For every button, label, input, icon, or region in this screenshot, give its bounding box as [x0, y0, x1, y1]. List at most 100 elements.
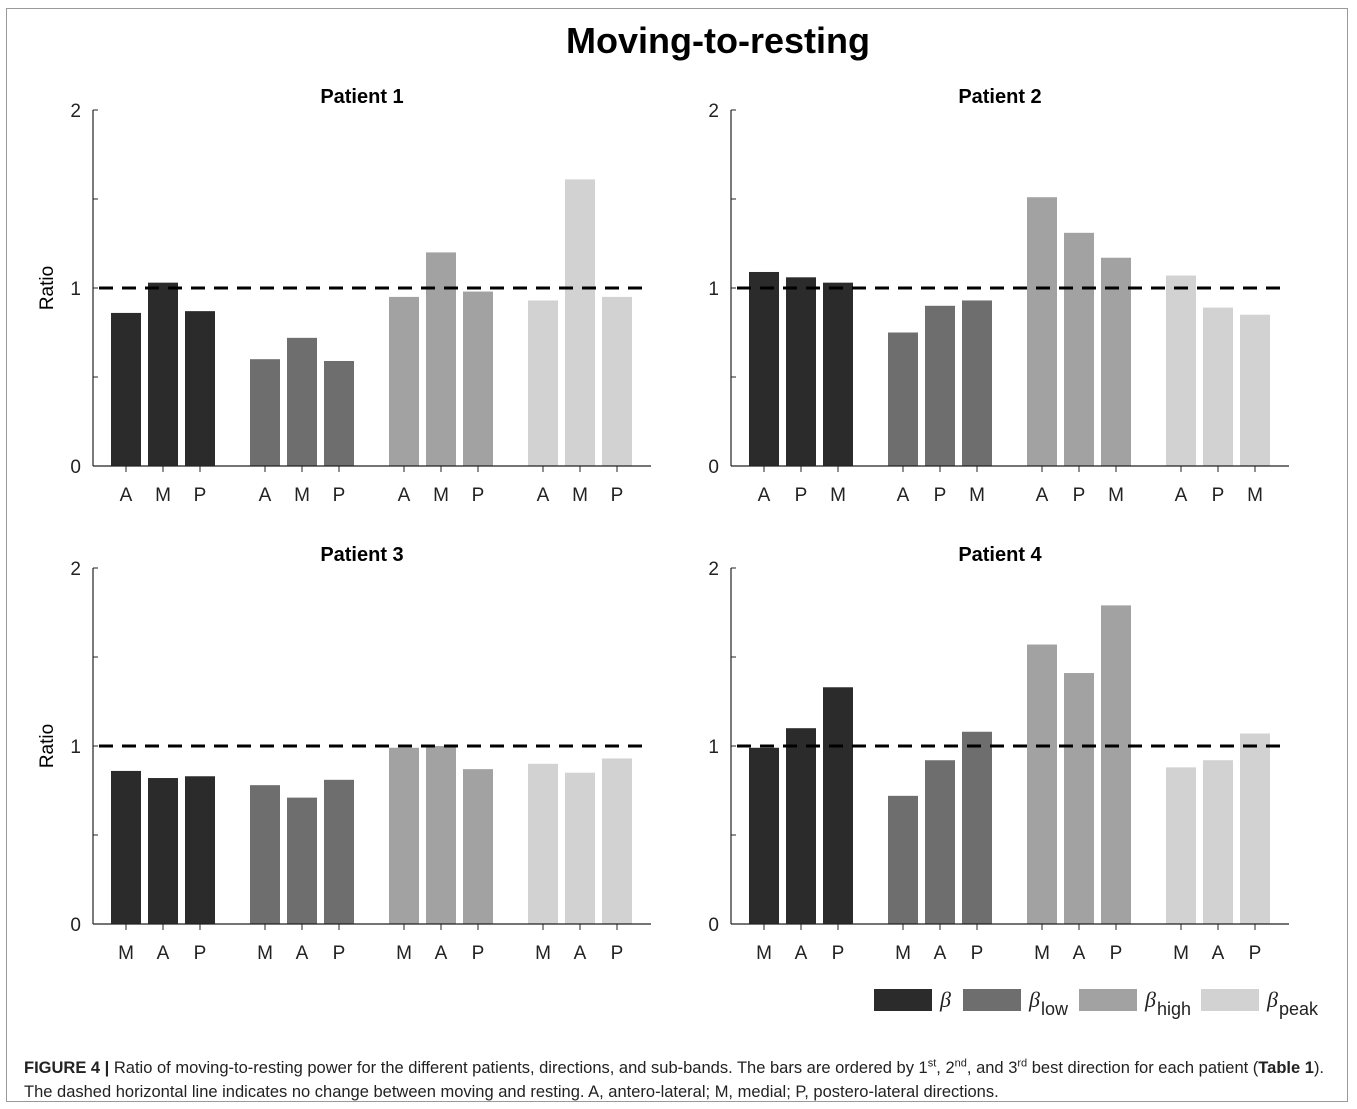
x-tick-label: A: [296, 943, 309, 964]
legend-subscript-2: low: [1041, 999, 1069, 1019]
y-tick-label: 1: [70, 279, 81, 300]
bar-3-2: [426, 252, 456, 466]
bar-2-3: [962, 300, 992, 466]
x-tick-label: M: [155, 485, 171, 506]
bar-3-1: [389, 747, 419, 924]
legend-swatch-1: [874, 989, 932, 1011]
x-tick-label: P: [472, 943, 485, 964]
bar-3-3: [463, 769, 493, 924]
x-tick-label: M: [572, 485, 588, 506]
x-tick-label: P: [333, 485, 346, 506]
legend-label-1: β: [939, 987, 951, 1012]
bar-4-2: [565, 772, 595, 924]
legend-swatch-3: [1079, 989, 1137, 1011]
y-axis-label: Ratio: [37, 724, 58, 768]
bar-3-2: [1064, 673, 1094, 924]
caption-text-1: Ratio of moving-to-resting power for the…: [109, 1059, 928, 1077]
caption-sup-1: st: [927, 1057, 937, 1070]
y-tick-label: 2: [70, 559, 81, 580]
bar-3-3: [1101, 257, 1131, 466]
y-tick-label: 1: [708, 737, 719, 758]
bar-4-2: [1203, 760, 1233, 924]
x-tick-label: P: [971, 943, 984, 964]
bar-2-2: [287, 797, 317, 924]
x-tick-label: P: [611, 485, 624, 506]
bar-2-1: [888, 795, 918, 924]
x-tick-label: A: [537, 485, 550, 506]
bar-2-1: [250, 359, 280, 466]
y-tick-label: 1: [708, 279, 719, 300]
x-tick-label: P: [472, 485, 485, 506]
panel-title: Patient 1: [320, 86, 403, 108]
figure-frame: [6, 8, 1348, 1102]
y-tick-label: 0: [70, 457, 81, 478]
panel-title: Patient 4: [958, 544, 1042, 566]
bar-3-2: [1064, 232, 1094, 466]
x-tick-label: A: [1073, 943, 1086, 964]
bar-1-2: [148, 282, 178, 466]
bar-3-1: [1027, 644, 1057, 924]
x-tick-label: M: [396, 943, 412, 964]
panel-1: Patient 1 Ratio A M P A M P A M P A M P 0 1 2: [37, 86, 651, 506]
bar-1-1: [749, 747, 779, 924]
bar-3-3: [463, 291, 493, 466]
x-tick-label: P: [934, 485, 947, 506]
caption-text-4: best direction for each patient (: [1027, 1059, 1259, 1077]
bar-4-1: [1166, 767, 1196, 924]
x-tick-label: M: [895, 943, 911, 964]
bar-1-3: [823, 282, 853, 466]
bar-1-1: [111, 770, 141, 924]
legend-subscript-4: peak: [1279, 999, 1319, 1019]
figure-caption: FIGURE 4 | Ratio of moving-to-resting po…: [24, 1056, 1336, 1104]
x-tick-label: A: [120, 485, 133, 506]
y-axis-label: Ratio: [37, 266, 58, 310]
y-tick-label: 0: [70, 915, 81, 936]
bar-4-1: [528, 763, 558, 924]
x-tick-label: P: [333, 943, 346, 964]
y-tick-label: 2: [70, 101, 81, 122]
bar-3-2: [426, 746, 456, 924]
bar-1-1: [111, 312, 141, 466]
bar-1-1: [749, 271, 779, 466]
x-tick-label: P: [1073, 485, 1086, 506]
bar-2-2: [287, 337, 317, 466]
bar-4-3: [602, 758, 632, 924]
x-tick-label: P: [194, 943, 207, 964]
chart-legend: β β low β high β peak: [874, 987, 1319, 1019]
x-tick-label: P: [1249, 943, 1262, 964]
panel-title: Patient 2: [958, 86, 1041, 108]
bar-4-2: [1203, 307, 1233, 466]
bar-2-3: [324, 360, 354, 466]
chart-panels: Patient 1 Ratio A M P A M P A M P A M P 0 1 2 Patient 2 A P…: [37, 86, 1289, 964]
x-tick-label: P: [611, 943, 624, 964]
bar-4-3: [1240, 314, 1270, 466]
x-tick-label: P: [1212, 485, 1225, 506]
bar-3-3: [1101, 605, 1131, 924]
bar-4-2: [565, 179, 595, 467]
bar-3-1: [389, 296, 419, 466]
legend-label-4: β: [1266, 987, 1278, 1012]
x-tick-label: M: [118, 943, 134, 964]
bar-4-1: [528, 300, 558, 466]
bar-2-2: [925, 760, 955, 924]
bar-2-1: [250, 785, 280, 924]
x-tick-label: A: [435, 943, 448, 964]
x-tick-label: M: [1034, 943, 1050, 964]
x-tick-label: P: [832, 943, 845, 964]
y-tick-label: 2: [708, 559, 719, 580]
x-tick-label: A: [157, 943, 170, 964]
caption-text-5: ). The dashed horizontal line indicates …: [24, 1059, 1325, 1101]
x-tick-label: M: [1173, 943, 1189, 964]
legend-swatch-2: [963, 989, 1021, 1011]
panel-title: Patient 3: [320, 544, 403, 566]
x-tick-label: P: [194, 485, 207, 506]
legend-label-3: β: [1144, 987, 1156, 1012]
x-tick-label: A: [259, 485, 272, 506]
y-tick-label: 1: [70, 737, 81, 758]
bar-4-3: [1240, 733, 1270, 924]
x-tick-label: A: [1212, 943, 1225, 964]
x-tick-label: M: [257, 943, 273, 964]
caption-table-ref: Table 1: [1258, 1059, 1314, 1077]
x-tick-label: A: [795, 943, 808, 964]
caption-sup-2: nd: [954, 1057, 967, 1070]
